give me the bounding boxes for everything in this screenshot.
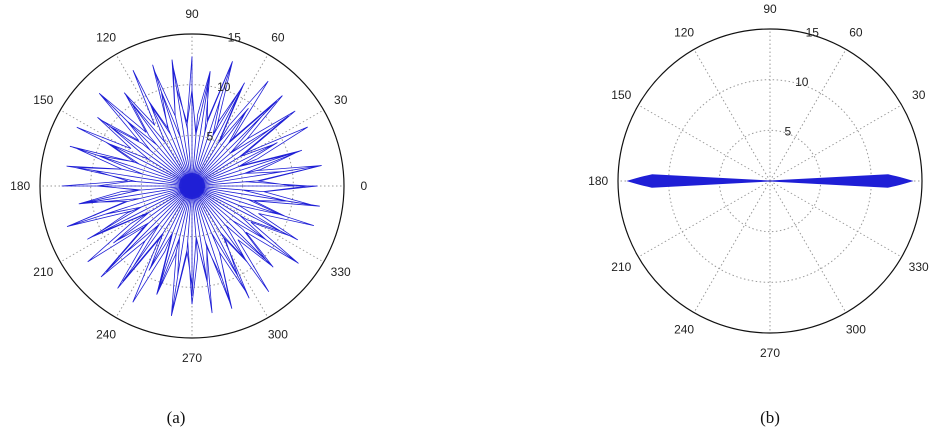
angular-gridline <box>60 185 193 263</box>
angle-tick-label: 210 <box>611 260 631 274</box>
angle-tick-label: 300 <box>268 328 288 342</box>
angle-tick-label: 210 <box>33 265 53 279</box>
angle-tick-label: 240 <box>96 328 116 342</box>
angle-tick-label: 0 <box>360 179 367 193</box>
angular-gridline <box>693 180 771 313</box>
angle-tick-label: 330 <box>909 260 929 274</box>
angular-gridline <box>638 180 771 258</box>
series-lobe-180 <box>626 174 771 188</box>
radial-tick-label: 15 <box>228 30 242 44</box>
angle-tick-label: 150 <box>611 88 631 102</box>
outer-ring <box>617 28 923 334</box>
angle-tick-label: 300 <box>846 323 866 337</box>
polar-plot-a: 0 30 60 90 120 150 180 210 240 270 300 330 5 10 15 <box>10 7 367 365</box>
angle-tick-label: 270 <box>760 346 780 360</box>
angle-tick-label: 120 <box>674 25 694 39</box>
angle-tick-label: 240 <box>674 323 694 337</box>
angle-tick-label: 150 <box>33 93 53 107</box>
angle-tick-label: 270 <box>182 351 202 365</box>
angular-gridline <box>693 49 771 182</box>
angle-tick-label: 30 <box>334 93 348 107</box>
angular-gridline <box>60 109 193 187</box>
radial-tick-label: 10 <box>795 75 809 89</box>
angular-gridline <box>769 180 847 313</box>
angle-tick-label: 330 <box>331 265 351 279</box>
radial-tick-label: 15 <box>806 25 820 39</box>
caption-a: (a) <box>167 408 186 427</box>
angular-gridline <box>769 180 902 258</box>
angular-gridline <box>638 104 771 182</box>
angle-tick-label: 60 <box>271 30 285 44</box>
series-lobe-0 <box>769 174 914 188</box>
series-center-cluster <box>179 173 205 199</box>
radial-tick-label: 5 <box>207 129 214 143</box>
angle-tick-label: 180 <box>10 179 30 193</box>
angular-gridline <box>769 49 847 182</box>
angle-tick-label: 180 <box>588 174 608 188</box>
angle-tick-label: 60 <box>849 25 863 39</box>
angular-gridline <box>191 54 269 187</box>
radial-tick-label: 5 <box>785 124 792 138</box>
angle-tick-label: 90 <box>185 7 199 21</box>
series-line <box>61 56 322 316</box>
angle-tick-label: 90 <box>763 2 777 16</box>
angular-gridline <box>115 54 193 187</box>
angle-tick-label: 120 <box>96 30 116 44</box>
angle-tick-label: 30 <box>912 88 926 102</box>
angular-gridline <box>191 185 324 263</box>
caption-b: (b) <box>760 408 780 427</box>
outer-ring <box>39 33 345 339</box>
angular-gridline <box>769 104 902 182</box>
radial-tick-label: 10 <box>217 80 231 94</box>
